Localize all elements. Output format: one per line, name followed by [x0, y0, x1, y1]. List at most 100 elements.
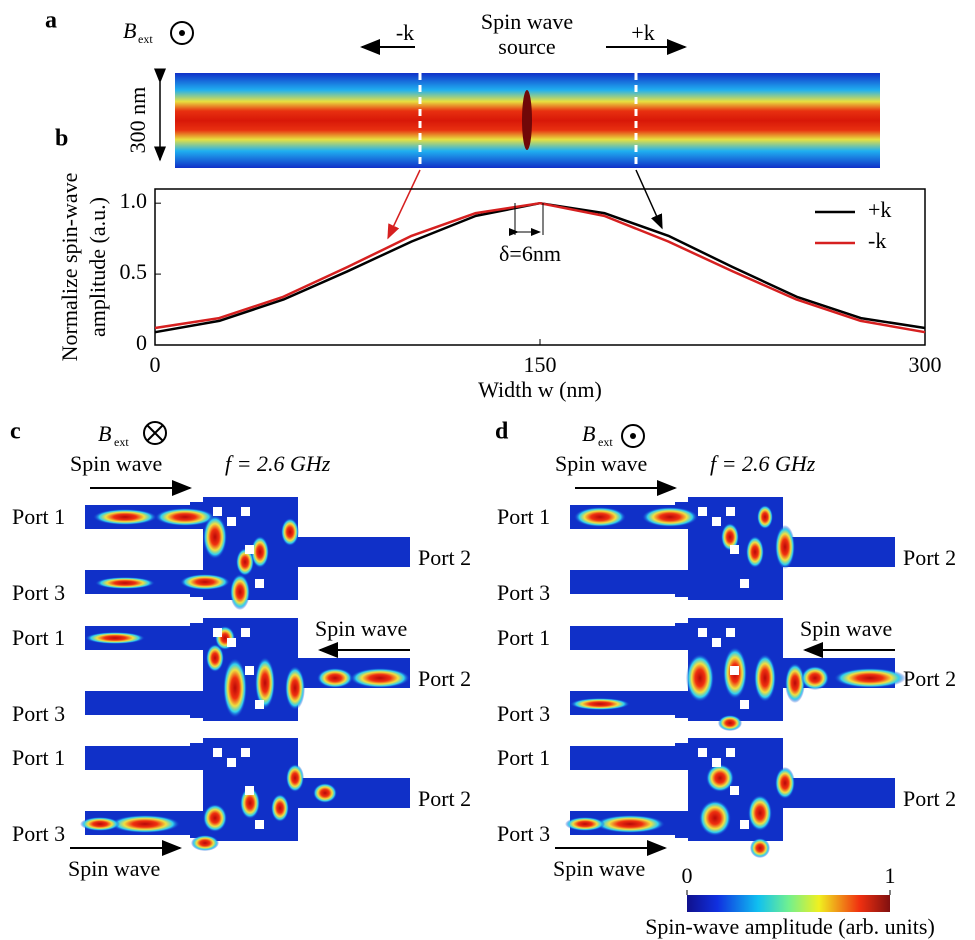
defect — [712, 638, 721, 647]
wave-spot — [642, 507, 698, 527]
defect — [740, 820, 749, 829]
height-label: 300 nm — [125, 87, 150, 154]
panel-label: c — [10, 419, 21, 445]
defect — [726, 628, 735, 637]
port-label: Port 1 — [12, 504, 65, 529]
source — [522, 90, 532, 150]
y-axis-label: amplitude (a.u.) — [85, 197, 110, 337]
defect — [730, 545, 739, 554]
wave-spot — [775, 767, 795, 799]
port-label: Port 1 — [497, 625, 550, 650]
waveguide — [190, 529, 203, 570]
panel-label: b — [55, 126, 68, 152]
defect — [730, 786, 739, 795]
device — [565, 738, 895, 858]
defect — [726, 748, 735, 757]
defect — [227, 517, 236, 526]
waveguide — [85, 746, 190, 770]
wave-spot — [686, 654, 714, 702]
wave-spot — [93, 509, 157, 525]
defect — [712, 517, 721, 526]
defect — [740, 700, 749, 709]
colorbar-label: Spin-wave amplitude (arb. units) — [645, 914, 935, 939]
wave-spot — [251, 536, 269, 568]
port-label: Port 2 — [418, 666, 471, 691]
port-label: Port 1 — [12, 625, 65, 650]
wave-spot — [565, 817, 605, 831]
wave-spot — [721, 523, 739, 551]
wave-spot — [191, 835, 219, 851]
wave-spot — [155, 508, 215, 526]
wave-spot — [255, 657, 275, 709]
defect — [698, 628, 707, 637]
device — [570, 497, 895, 600]
field-subscript: ext — [138, 32, 153, 46]
wave-spot — [706, 764, 734, 792]
field-label: B — [582, 421, 595, 446]
field-subscript: ext — [598, 435, 613, 449]
colorbar-tick-label: 0 — [682, 863, 693, 888]
waveguide — [190, 770, 203, 811]
y-tick-label: 1.0 — [120, 188, 148, 213]
waveguide — [783, 778, 895, 808]
panel-label: a — [45, 8, 57, 34]
defect — [227, 638, 236, 647]
spin-wave-label: Spin wave — [70, 451, 162, 476]
port-label: Port 2 — [418, 545, 471, 570]
defect — [241, 748, 250, 757]
legend-label: -k — [868, 228, 886, 253]
port-label: Port 3 — [497, 580, 550, 605]
field-subscript: ext — [114, 435, 129, 449]
wave-spot — [718, 715, 742, 731]
waveguide — [298, 537, 410, 567]
defect — [726, 507, 735, 516]
device — [570, 618, 906, 731]
waveguide — [783, 537, 895, 567]
port-label: Port 3 — [12, 821, 65, 846]
waveguide — [85, 691, 190, 715]
defect — [255, 820, 264, 829]
wave-spot — [317, 668, 353, 688]
defect — [245, 666, 254, 675]
annotation: δ=6nm — [499, 241, 561, 266]
wave-spot — [285, 666, 305, 710]
x-tick-label: 300 — [909, 352, 942, 377]
arrow — [635, 169, 663, 230]
source-label: source — [498, 34, 555, 59]
x-tick-label: 150 — [524, 352, 557, 377]
wave-spot — [748, 795, 772, 831]
wave-spot — [570, 698, 630, 710]
defect — [227, 758, 236, 767]
wave-spot — [750, 838, 770, 858]
direction-label: +k — [631, 20, 654, 45]
wave-spot — [313, 783, 337, 803]
defect — [213, 628, 222, 637]
y-axis-label: Normalize spin-wave — [57, 173, 82, 362]
wave-spot — [223, 658, 247, 718]
field-out-icon — [170, 21, 194, 45]
spin-wave-label: Spin wave — [315, 616, 407, 641]
wave-spot — [699, 800, 731, 836]
arrow — [387, 169, 421, 240]
port-label: Port 1 — [497, 745, 550, 770]
waveguide — [570, 570, 675, 594]
wave-spot — [286, 764, 304, 792]
wave-spot — [80, 817, 120, 831]
waveguide — [190, 650, 203, 691]
colorbar-tick-label: 1 — [885, 863, 896, 888]
waveguide — [675, 650, 688, 691]
x-tick-label: 0 — [150, 352, 161, 377]
defect — [245, 545, 254, 554]
wave-spot — [746, 536, 764, 568]
x-axis-label: Width w (nm) — [478, 377, 602, 402]
wave-spot — [203, 804, 227, 832]
defect — [740, 579, 749, 588]
port-label: Port 3 — [12, 580, 65, 605]
source-label: Spin wave — [481, 9, 573, 34]
port-label: Port 2 — [903, 545, 956, 570]
wave-spot — [754, 654, 776, 702]
port-label: Port 2 — [418, 786, 471, 811]
wave-spot — [595, 815, 665, 833]
spin-wave-label: Spin wave — [800, 616, 892, 641]
field-in-icon — [146, 424, 164, 442]
